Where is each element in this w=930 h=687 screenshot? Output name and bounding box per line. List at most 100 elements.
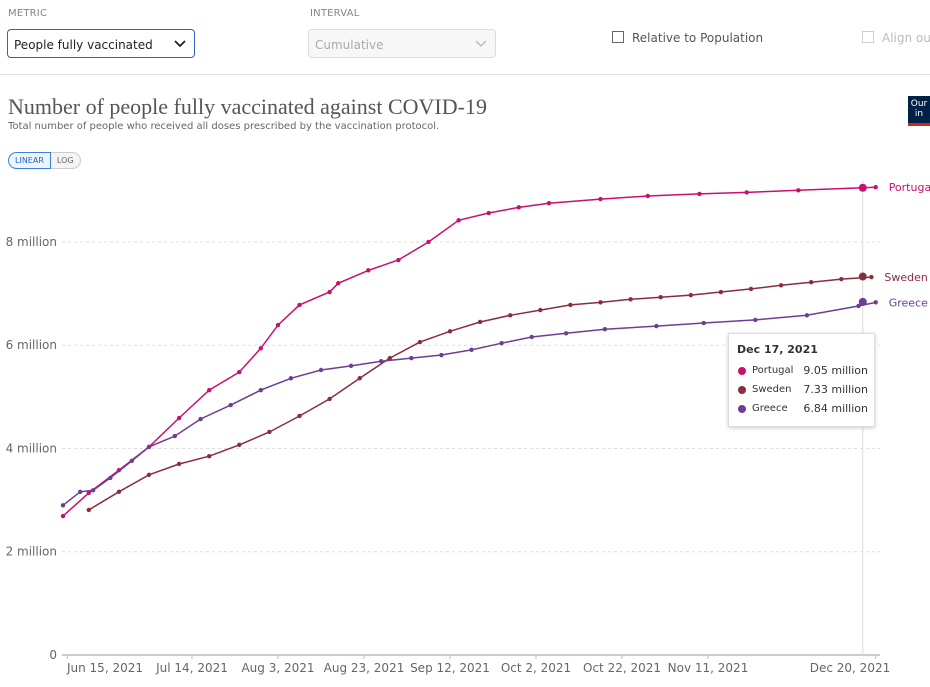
y-tick-label: 6 million bbox=[6, 338, 57, 352]
data-point bbox=[856, 303, 861, 309]
data-point bbox=[198, 416, 203, 422]
data-point bbox=[409, 355, 414, 361]
log-button[interactable]: LOG bbox=[50, 152, 81, 169]
data-point bbox=[499, 340, 504, 346]
data-point bbox=[129, 458, 134, 464]
data-point bbox=[396, 257, 401, 263]
data-point bbox=[327, 396, 332, 402]
data-point bbox=[447, 329, 453, 334]
data-point bbox=[417, 339, 423, 345]
x-tick-label: Aug 23, 2021 bbox=[324, 661, 405, 675]
y-tick-label: 8 million bbox=[6, 235, 57, 249]
data-point bbox=[258, 387, 263, 393]
data-point bbox=[297, 302, 302, 308]
align-label: Align out bbox=[882, 31, 930, 45]
data-point bbox=[86, 507, 92, 513]
hover-point bbox=[858, 183, 867, 192]
y-tick-label: 0 bbox=[49, 648, 57, 662]
data-point bbox=[628, 297, 633, 302]
data-point bbox=[598, 196, 603, 202]
data-point bbox=[172, 433, 177, 439]
data-point bbox=[469, 347, 474, 353]
data-point bbox=[839, 276, 844, 282]
interval-select: Cumulative bbox=[308, 29, 496, 58]
y-tick-label: 4 million bbox=[6, 441, 57, 455]
chart-subtitle: Total number of people who received all … bbox=[8, 121, 440, 132]
x-tick-label: Nov 11, 2021 bbox=[668, 661, 749, 675]
data-point bbox=[563, 331, 569, 336]
data-point bbox=[516, 205, 521, 210]
series-label: Portugal bbox=[889, 181, 930, 194]
data-point bbox=[658, 295, 663, 300]
data-point bbox=[207, 387, 212, 393]
data-point bbox=[477, 319, 483, 325]
relative-label: Relative to Population bbox=[632, 31, 764, 45]
data-point bbox=[748, 286, 754, 292]
data-point bbox=[873, 300, 878, 305]
data-point bbox=[529, 334, 534, 340]
data-point bbox=[237, 442, 242, 448]
data-point bbox=[327, 289, 332, 295]
align-checkbox: Align out bbox=[862, 31, 930, 45]
data-point bbox=[456, 218, 461, 223]
data-point bbox=[176, 415, 182, 421]
x-tick-label: Oct 2, 2021 bbox=[501, 661, 571, 675]
data-point bbox=[598, 300, 603, 305]
data-point bbox=[60, 503, 66, 508]
data-point bbox=[387, 355, 392, 361]
data-point bbox=[804, 313, 810, 318]
data-point bbox=[336, 281, 341, 286]
tooltip-series: Greece bbox=[752, 403, 788, 414]
data-point bbox=[744, 190, 749, 195]
x-tick-label: Dec 20, 2021 bbox=[810, 661, 890, 675]
x-tick-label: Jun 15, 2021 bbox=[66, 661, 143, 675]
data-point bbox=[538, 307, 543, 313]
data-point bbox=[86, 490, 92, 496]
data-point bbox=[297, 413, 302, 419]
data-point bbox=[258, 346, 263, 351]
data-point bbox=[176, 461, 182, 467]
data-point bbox=[275, 322, 281, 328]
scale-toggle: LINEAR LOG bbox=[8, 152, 81, 169]
data-point bbox=[508, 313, 513, 318]
chevron bbox=[174, 40, 186, 48]
data-point bbox=[439, 352, 444, 358]
metric-label: METRIC bbox=[8, 8, 48, 19]
data-point bbox=[366, 268, 371, 273]
data-point bbox=[78, 489, 83, 495]
data-point bbox=[654, 323, 659, 329]
metric-select[interactable]: People fully vaccinated bbox=[7, 29, 195, 58]
data-point bbox=[869, 274, 874, 280]
tooltip-series: Sweden bbox=[752, 384, 792, 395]
x-tick-label: Sep 12, 2021 bbox=[410, 661, 490, 675]
data-point bbox=[146, 444, 152, 450]
data-point bbox=[546, 201, 552, 206]
hover-point bbox=[858, 297, 867, 306]
data-point bbox=[753, 317, 758, 323]
x-tick-label: Aug 3, 2021 bbox=[241, 661, 314, 675]
data-point bbox=[426, 239, 431, 245]
linear-button[interactable]: LINEAR bbox=[8, 152, 51, 169]
data-point bbox=[357, 376, 362, 381]
logo-text: in bbox=[914, 109, 924, 119]
data-point bbox=[146, 472, 152, 478]
divider bbox=[0, 74, 930, 75]
logo[interactable]: Our in bbox=[908, 96, 930, 126]
data-point bbox=[237, 369, 242, 375]
tooltip-value: 6.84 million bbox=[803, 402, 868, 415]
relative-checkbox[interactable]: Relative to Population bbox=[612, 31, 763, 45]
data-point bbox=[116, 489, 122, 495]
data-point bbox=[267, 429, 272, 435]
logo-text: Our bbox=[910, 99, 928, 109]
interval-label: INTERVAL bbox=[310, 8, 360, 19]
data-point bbox=[108, 475, 113, 481]
data-point bbox=[318, 367, 324, 373]
data-point bbox=[379, 359, 384, 364]
data-point bbox=[688, 292, 693, 298]
data-point bbox=[90, 488, 96, 493]
interval-value: Cumulative bbox=[315, 38, 384, 52]
chevron bbox=[475, 40, 487, 48]
tooltip-date: Dec 17, 2021 bbox=[737, 343, 818, 356]
